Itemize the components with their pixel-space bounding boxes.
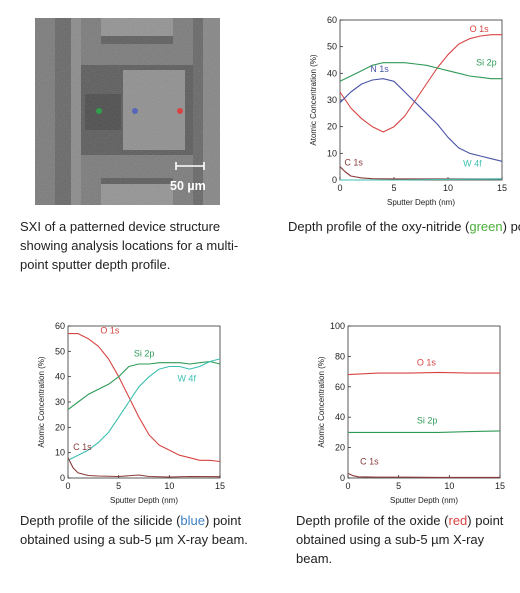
y-tick-label: 60 [327, 15, 337, 25]
y-tick-label: 60 [335, 382, 345, 392]
caption-post: ) point obtained using a sub-5 µm X-ray … [20, 513, 248, 547]
y-tick-label: 20 [55, 422, 65, 432]
series-label-o-1s: O 1s [470, 24, 490, 34]
caption-pre: Depth profile of the silicide ( [20, 513, 181, 528]
y-tick-label: 60 [55, 321, 65, 331]
x-tick-label: 5 [116, 481, 121, 491]
x-axis-label: Sputter Depth (nm) [390, 496, 458, 505]
y-tick-label: 40 [327, 68, 337, 78]
series-label-o-1s: O 1s [417, 358, 437, 368]
sxi-caption: SXI of a patterned device structure show… [20, 217, 260, 274]
series-label-si-2p: Si 2p [476, 57, 497, 67]
x-tick-label: 10 [164, 481, 174, 491]
series-label-w-4f: W 4f [463, 159, 482, 169]
x-axis-label: Sputter Depth (nm) [110, 496, 178, 505]
y-tick-label: 100 [330, 321, 345, 331]
series-label-o-1s: O 1s [100, 326, 120, 336]
y-tick-label: 0 [332, 175, 337, 185]
x-tick-label: 5 [391, 183, 396, 193]
y-tick-label: 20 [335, 443, 345, 453]
sxi-image-graphic: 50 µm [35, 18, 220, 205]
x-tick-label: 15 [497, 183, 507, 193]
y-tick-label: 40 [55, 372, 65, 382]
red-analysis-point [177, 108, 183, 114]
oxy-nitride-depth-profile-chart: 0 5 10 15 0 10 20 30 40 50 60 Sputter Depth (nm) Ato… [300, 12, 510, 212]
caption-pre: Depth profile of the oxide ( [296, 513, 449, 528]
series-line-o-1s [339, 34, 502, 133]
y-tick-label: 50 [55, 346, 65, 356]
y-axis-label: Atomic Concentration (%) [37, 356, 46, 447]
oxy-nitride-caption: Depth profile of the oxy-nitride (green)… [288, 217, 520, 236]
series-label-c-1s: C 1s [73, 442, 92, 452]
silicide-caption: Depth profile of the silicide (blue) poi… [20, 511, 260, 549]
series-line-o-1s [347, 371, 500, 376]
caption-color-word: red [448, 513, 468, 528]
y-tick-label: 30 [55, 397, 65, 407]
series-label-si-2p: Si 2p [134, 348, 155, 358]
x-tick-label: 10 [443, 183, 453, 193]
series-label-si-2p: Si 2p [417, 415, 438, 425]
series-line-si-2p [348, 430, 501, 433]
x-tick-label: 15 [215, 481, 225, 491]
series-label-n-1s: N 1s [370, 64, 389, 74]
x-tick-label: 0 [65, 481, 70, 491]
y-tick-label: 40 [335, 412, 345, 422]
series-line-si-2p [67, 360, 221, 411]
y-tick-label: 50 [327, 42, 337, 52]
y-tick-label: 0 [60, 473, 65, 483]
x-tick-label: 5 [396, 481, 401, 491]
x-tick-label: 15 [495, 481, 505, 491]
chart-svg: 0 5 10 15 0 10 20 30 40 50 60 Sputter Depth (nm) Ato… [309, 15, 507, 207]
y-axis-label: Atomic Concentration (%) [309, 54, 318, 145]
caption-pre: Depth profile of the oxy-nitride ( [288, 219, 470, 234]
y-tick-label: 10 [327, 148, 337, 158]
series-label-c-1s: C 1s [360, 456, 379, 466]
oxide-depth-profile-chart: 0 5 10 15 0 20 40 60 80 100 Sputter Depth (nm) Atom… [308, 318, 508, 510]
series-line-c-1s [67, 457, 221, 478]
y-tick-label: 20 [327, 122, 337, 132]
caption-color-word: blue [180, 513, 205, 528]
caption-post: ) point obtained using a sub-5 µm X-ray … [296, 513, 504, 566]
sxi-caption-text: SXI of a patterned device structure show… [20, 219, 239, 272]
plot-frame [347, 325, 501, 479]
series-line-si-2p [339, 62, 502, 82]
series-line-c-1s [347, 472, 500, 478]
caption-color-word: green [469, 219, 503, 234]
silicide-depth-profile-chart: 0 5 10 15 0 10 20 30 40 50 60 Sputter Depth (nm) Ato… [28, 318, 228, 510]
scale-bar: 50 µm [170, 162, 206, 193]
scale-bar-label: 50 µm [170, 179, 206, 193]
y-axis-label: Atomic Concentration (%) [317, 356, 326, 447]
plot-frame [339, 19, 503, 181]
x-tick-label: 0 [337, 183, 342, 193]
green-analysis-point [96, 108, 102, 114]
series-line-w-4f [67, 358, 221, 461]
series-line-n-1s [339, 78, 503, 162]
chart-svg: 0 5 10 15 0 10 20 30 40 50 60 Sputter Depth (nm) Ato… [37, 321, 225, 505]
chart-svg: 0 5 10 15 0 20 40 60 80 100 Sputter Depth (nm) Atom… [317, 321, 505, 505]
x-axis-label: Sputter Depth (nm) [387, 198, 455, 207]
y-tick-label: 80 [335, 351, 345, 361]
sxi-image: 50 µm [35, 18, 220, 205]
series-line-o-1s [68, 333, 221, 463]
oxide-caption: Depth profile of the oxide (red) point o… [296, 511, 516, 568]
series-label-c-1s: C 1s [344, 157, 363, 167]
series-label-w-4f: W 4f [177, 374, 196, 384]
series-line-w-4f [340, 178, 503, 181]
caption-post: ) point obtained using a sub-5 µm X-ray … [502, 219, 520, 234]
y-tick-label: 10 [55, 448, 65, 458]
y-tick-label: 30 [327, 95, 337, 105]
x-tick-label: 0 [345, 481, 350, 491]
blue-analysis-point [132, 108, 138, 114]
x-tick-label: 10 [444, 481, 454, 491]
y-tick-label: 0 [340, 473, 345, 483]
